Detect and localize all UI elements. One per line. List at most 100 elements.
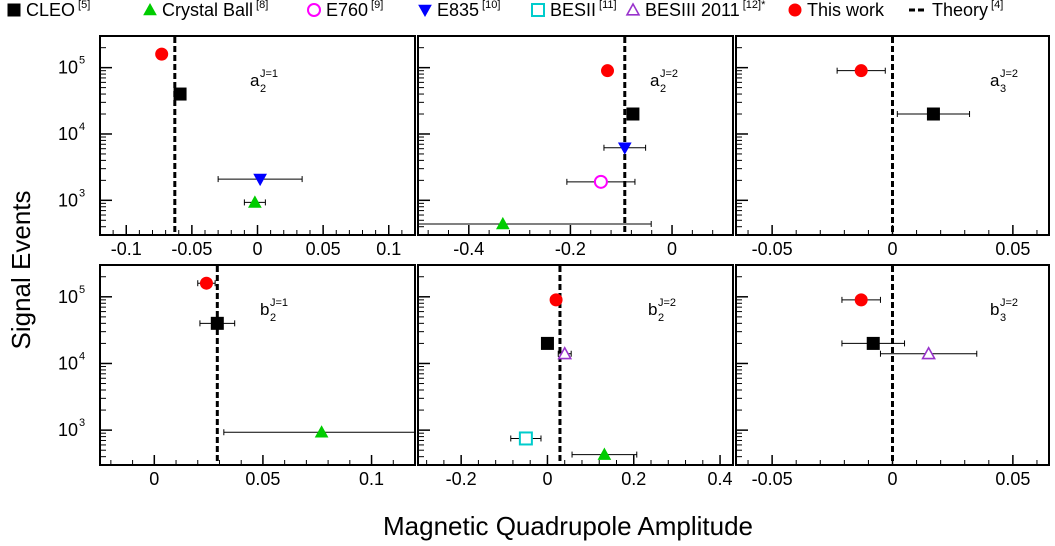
panel-label-sup: J=2 [660,68,678,80]
y-tick-label: 10 [58,58,78,78]
panel-label-base: b [648,300,657,319]
legend-item-theory: Theory [4] [909,0,1003,20]
x-tick-label: -0.2 [446,469,477,489]
legend-marker-besiii2011 [625,2,641,16]
x-tick-label: -0.05 [171,239,212,259]
panel-b3_J2: -0.05 0 0.05 b 3 J=2 [735,264,1050,489]
data-point-cb [243,195,266,208]
marker-cleo [210,316,224,330]
x-tick-label: 0 [887,239,897,259]
legend-item-cb: Crystal Ball [8] [143,0,268,20]
marker-thiswork [854,64,868,78]
marker-besiii2011 [921,346,936,360]
x-tick-label: 0.05 [306,239,341,259]
panel-label-sub: 2 [660,83,666,95]
y-tick-label: 10 [58,287,78,307]
legend-item-e760: E760 [9] [307,0,383,20]
x-tick-label: 0 [149,469,159,489]
x-tick-label: 0 [542,469,552,489]
legend-item-besii: BESII [11] [531,0,617,20]
y-tick-exponent: 4 [79,121,85,133]
marker-e760 [593,174,608,189]
panel-label-sub: 3 [1000,83,1006,95]
x-tick-label: -0.2 [555,239,586,259]
data-point-cleo [540,336,554,350]
data-point-cleo [199,316,236,330]
marker-thiswork [854,293,868,307]
x-tick-label: 0.4 [708,469,733,489]
marker-thiswork [155,47,169,61]
x-tick-label: -0.05 [752,239,793,259]
x-tick-label: 0 [667,239,677,259]
marker-cb [597,447,612,460]
panel-a3_J2: -0.05 0 0.05 a 3 J=2 [735,35,1050,259]
data-point-e760 [566,174,636,189]
legend-ref-cleo: [5] [78,0,90,11]
data-point-besiii2011 [557,346,573,360]
legend-marker-thiswork [788,3,802,17]
panel-label: b 2 J=2 [648,297,676,324]
data-point-cleo [173,87,187,101]
x-tick-label: -0.05 [752,469,793,489]
panel-label-base: a [650,71,660,90]
panel-label-sup: J=2 [658,297,676,309]
legend-ref-e760: [9] [371,0,383,11]
panel-label-sub: 3 [1000,312,1006,324]
panel-frame [417,35,734,236]
legend-label-besiii2011: BESIII 2011 [645,0,740,20]
panel-label-sup: J=2 [1000,297,1018,309]
legend-label-thiswork: This work [807,0,885,20]
legend-ref-besiii2011: [12]* [743,0,766,11]
legend-item-besiii2011: BESIII 2011 [12]* [625,0,766,20]
marker-thiswork [601,64,615,78]
data-point-cleo [896,107,971,121]
marker-thiswork [199,276,213,290]
marker-cleo [173,87,187,101]
legend-ref-besii: [11] [599,0,617,11]
data-point-besiii2011 [879,346,978,360]
data-point-thiswork [549,293,563,307]
legend-label-e835: E835 [437,0,479,20]
data-point-thiswork [155,47,169,61]
data-point-cleo [841,336,906,350]
x-tick-label: 0.05 [245,469,280,489]
panel-a2_J2: -0.4 -0.2 0 a 2 J=2 [417,35,734,259]
legend-label-besii: BESII [550,0,596,20]
legend-marker-e835 [418,4,432,18]
panel-label-sub: 2 [658,312,664,324]
x-tick-label: 0.2 [621,469,646,489]
y-tick-label: 10 [58,124,78,144]
y-tick-exponent: 5 [79,284,85,296]
y-tick-exponent: 4 [79,350,85,362]
x-tick-label: -0.1 [111,239,142,259]
x-tick-label: 0.05 [995,239,1030,259]
y-tick-label: 10 [58,353,78,373]
data-point-cb [223,425,414,438]
panel-label-sub: 2 [270,312,276,324]
y-tick-exponent: 3 [79,417,85,429]
legend-label-cb: Crystal Ball [162,0,253,20]
legend-marker-cleo [7,3,21,17]
marker-thiswork [549,293,563,307]
data-point-besii [510,431,542,446]
data-point-e835 [217,173,303,187]
x-tick-label: 0 [252,239,262,259]
marker-e835 [617,142,632,155]
marker-besiii2011 [557,346,573,360]
legend-item-e835: E835 [10] [418,0,500,20]
y-axis-title: Signal Events [6,191,36,350]
panel-frame [417,264,734,466]
legend-marker-cb [143,2,157,16]
marker-cleo [866,336,880,350]
panel-label: a 3 J=2 [990,68,1018,95]
data-point-thiswork [841,293,881,307]
panel-label-base: a [990,71,1000,90]
x-tick-label: 0.1 [359,469,384,489]
data-point-e835 [603,142,647,155]
legend-ref-cb: [8] [256,0,268,11]
y-tick-exponent: 5 [79,55,85,67]
